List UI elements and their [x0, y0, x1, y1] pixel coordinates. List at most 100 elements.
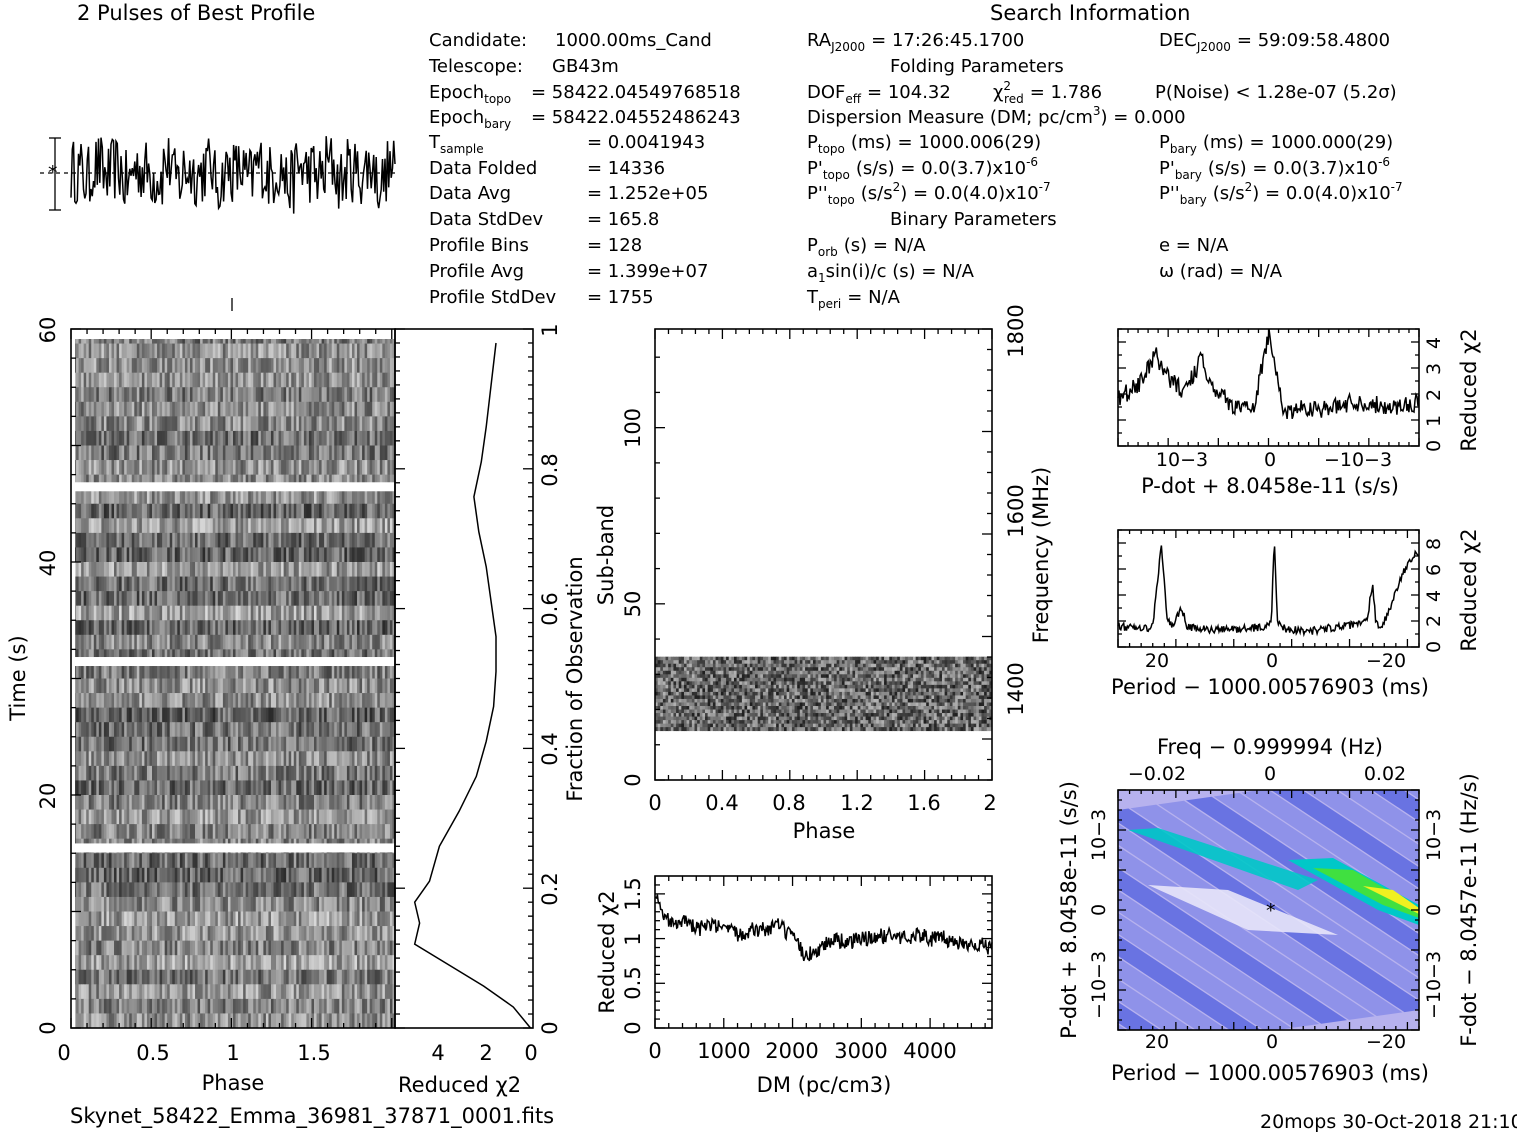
tp-cell [108, 707, 112, 723]
tp-cell [273, 416, 277, 432]
tp-cell [126, 853, 130, 869]
tp-cell [258, 416, 262, 432]
tp-cell [101, 401, 105, 417]
tp-cell [81, 634, 85, 650]
tp-cell [154, 401, 158, 417]
tp-cell [174, 736, 178, 752]
tp-cell [263, 649, 267, 665]
tp-cell [276, 620, 279, 636]
tp-cell [149, 882, 153, 898]
tp-cell [126, 416, 130, 432]
tp-cell [387, 795, 391, 810]
tp-cell [235, 358, 239, 374]
tp-cell [200, 736, 204, 752]
tp-cell [248, 707, 252, 723]
tp-cell [167, 343, 171, 359]
tp-cell [227, 765, 231, 781]
tp-cell [265, 605, 269, 621]
tp-cell [114, 765, 117, 781]
tp-cell [255, 591, 259, 607]
tp-cell [314, 736, 317, 752]
tp-cell [331, 358, 335, 374]
tp-cell [202, 663, 206, 679]
tp-cell [172, 576, 176, 592]
tp-cell [278, 649, 282, 665]
tp-cell [212, 634, 216, 650]
tp-cell [311, 460, 315, 476]
tp-cell [189, 591, 193, 607]
tp-cell [202, 503, 206, 519]
tp-cell [141, 605, 145, 621]
tp-cell [139, 576, 143, 592]
tp-cell [389, 372, 393, 388]
tp-cell [184, 489, 188, 505]
tp-cell [253, 795, 257, 810]
tp-cell [367, 780, 371, 796]
tp-cell [273, 765, 277, 781]
tp-cell [164, 663, 168, 679]
tp-cell [250, 576, 254, 592]
tp-cell [341, 387, 345, 403]
tp-cell [329, 751, 333, 767]
tp-cell [146, 547, 150, 563]
tp-cell [270, 795, 274, 810]
tp-cell [255, 853, 259, 869]
tp-cell [225, 416, 229, 432]
tp-cell [250, 387, 254, 403]
tp-cell [195, 678, 198, 694]
tp-cell [197, 387, 201, 403]
tp-cell [124, 765, 128, 781]
tp-cell [344, 853, 348, 869]
tp-cell [258, 445, 262, 461]
tp-cell [270, 387, 274, 403]
tp-cell [131, 663, 135, 679]
tp-cell [157, 416, 160, 432]
tp-cell [197, 591, 201, 607]
tp-cell [301, 460, 305, 476]
tp-cell [119, 547, 123, 563]
tp-cell [86, 343, 90, 359]
tp-cell [217, 707, 221, 723]
tp-cell [167, 663, 171, 679]
tp-cell [111, 765, 115, 781]
tp-cell [346, 430, 350, 446]
tp-cell [324, 430, 328, 446]
tp-cell [260, 562, 264, 577]
tp-cell [182, 620, 186, 636]
tp-cell [303, 853, 307, 869]
tp-cell [281, 824, 285, 840]
tp-cell [164, 722, 168, 738]
tp-cell [189, 751, 193, 767]
tp-cell [146, 372, 150, 388]
tp-cell [78, 867, 82, 883]
tp-cell [301, 736, 305, 752]
tp-cell [387, 562, 391, 577]
tp-cell [324, 547, 328, 563]
tp-cell [93, 547, 97, 563]
tp-cell [364, 591, 368, 607]
tp-cell [281, 489, 285, 505]
tp-cell [103, 824, 107, 840]
tp-cell [364, 795, 368, 810]
tp-cell [159, 882, 163, 898]
tp-cell [308, 620, 312, 636]
tp-cell [372, 780, 376, 796]
tp-cell [78, 445, 82, 461]
tp-cell [159, 649, 163, 665]
tp-cell [359, 707, 363, 723]
tp-cell [288, 795, 292, 810]
tp-cell [357, 605, 360, 621]
tp-cell [81, 649, 85, 665]
tp-cell [389, 387, 393, 403]
tp-cell [288, 678, 292, 694]
tp-cell [227, 445, 231, 461]
tp-cell [316, 489, 320, 505]
tp-cell [121, 562, 125, 577]
tp-cell [341, 503, 345, 519]
tp-cell [293, 445, 297, 461]
tp-cell [124, 605, 128, 621]
chi-value: = 1.786 [1030, 82, 1102, 103]
tp-cell [265, 693, 269, 709]
tp-cell [308, 867, 312, 883]
tp-cell [263, 372, 267, 388]
